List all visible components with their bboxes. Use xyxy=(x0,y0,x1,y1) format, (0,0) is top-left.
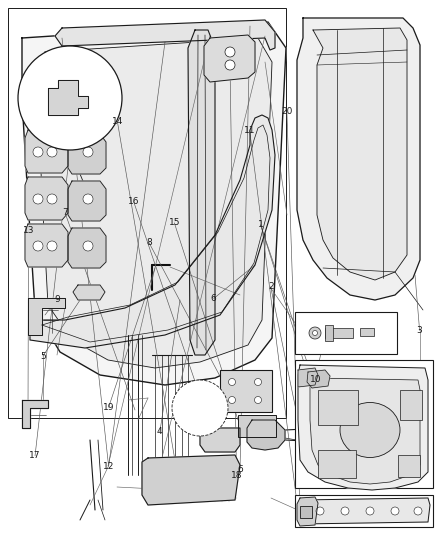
Polygon shape xyxy=(30,115,275,348)
Bar xyxy=(400,390,422,420)
Bar xyxy=(300,506,312,518)
Polygon shape xyxy=(25,130,68,173)
Circle shape xyxy=(18,46,122,150)
Circle shape xyxy=(172,380,228,436)
Circle shape xyxy=(225,60,235,70)
Circle shape xyxy=(33,241,43,251)
Circle shape xyxy=(229,397,236,403)
Text: 9: 9 xyxy=(54,295,60,304)
Polygon shape xyxy=(68,181,106,221)
Circle shape xyxy=(254,397,261,403)
Circle shape xyxy=(309,327,321,339)
Polygon shape xyxy=(22,22,286,385)
Polygon shape xyxy=(200,428,240,452)
Polygon shape xyxy=(307,370,330,388)
Polygon shape xyxy=(298,498,430,524)
Polygon shape xyxy=(298,365,428,490)
Bar xyxy=(318,390,358,425)
Polygon shape xyxy=(298,368,318,387)
Polygon shape xyxy=(73,285,105,300)
Circle shape xyxy=(47,241,57,251)
Text: 20: 20 xyxy=(281,108,293,116)
Text: 18: 18 xyxy=(231,471,242,480)
Ellipse shape xyxy=(340,402,400,457)
Polygon shape xyxy=(55,20,275,50)
Circle shape xyxy=(33,194,43,204)
Bar xyxy=(325,328,353,338)
Circle shape xyxy=(33,147,43,157)
Text: 16: 16 xyxy=(128,197,139,206)
Polygon shape xyxy=(38,38,272,368)
Polygon shape xyxy=(310,378,420,484)
Bar xyxy=(318,450,356,478)
Text: 19: 19 xyxy=(103,403,114,411)
Bar xyxy=(295,312,397,354)
Text: 1: 1 xyxy=(258,221,264,229)
Polygon shape xyxy=(204,35,255,82)
Polygon shape xyxy=(68,228,106,268)
Circle shape xyxy=(316,507,324,515)
Text: 3: 3 xyxy=(417,326,423,335)
Bar xyxy=(220,370,272,412)
Text: 10: 10 xyxy=(310,375,321,384)
Bar xyxy=(318,440,334,450)
Bar xyxy=(295,360,433,488)
Text: 15: 15 xyxy=(169,219,180,227)
Circle shape xyxy=(225,47,235,57)
Text: 2: 2 xyxy=(268,282,273,291)
Text: 8: 8 xyxy=(146,238,152,247)
Text: 17: 17 xyxy=(29,451,41,460)
Text: 11: 11 xyxy=(244,126,255,135)
Polygon shape xyxy=(25,177,68,220)
Polygon shape xyxy=(22,400,48,428)
Polygon shape xyxy=(68,134,106,174)
Polygon shape xyxy=(25,224,68,267)
Circle shape xyxy=(83,194,93,204)
Bar xyxy=(398,455,420,477)
Bar xyxy=(238,415,276,437)
Bar xyxy=(295,495,433,527)
Circle shape xyxy=(414,507,422,515)
Polygon shape xyxy=(297,18,420,300)
Circle shape xyxy=(366,507,374,515)
Bar xyxy=(318,424,334,436)
Bar xyxy=(325,325,333,341)
Circle shape xyxy=(47,194,57,204)
Circle shape xyxy=(47,147,57,157)
Circle shape xyxy=(83,147,93,157)
Text: 13: 13 xyxy=(23,226,34,235)
Circle shape xyxy=(341,507,349,515)
Polygon shape xyxy=(313,28,407,280)
Polygon shape xyxy=(247,420,285,450)
Circle shape xyxy=(83,241,93,251)
Text: 6: 6 xyxy=(237,465,243,473)
Text: 6: 6 xyxy=(211,294,217,303)
Circle shape xyxy=(229,378,236,385)
Polygon shape xyxy=(28,298,65,335)
Polygon shape xyxy=(297,497,318,526)
Text: 7: 7 xyxy=(62,208,68,216)
Text: 12: 12 xyxy=(103,462,114,471)
Text: 4: 4 xyxy=(157,427,162,436)
Polygon shape xyxy=(188,30,215,355)
Text: 14: 14 xyxy=(112,117,123,126)
Bar xyxy=(8,8,286,418)
Circle shape xyxy=(391,507,399,515)
Polygon shape xyxy=(142,455,240,505)
Polygon shape xyxy=(48,80,88,115)
Circle shape xyxy=(312,330,318,335)
Text: 5: 5 xyxy=(40,352,46,360)
Circle shape xyxy=(254,378,261,385)
Bar xyxy=(360,328,374,336)
